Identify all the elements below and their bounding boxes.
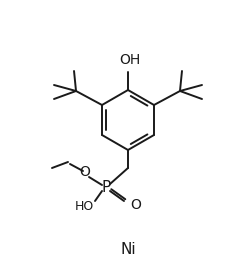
Text: HO: HO	[74, 200, 94, 214]
Text: Ni: Ni	[120, 243, 136, 258]
Text: O: O	[130, 198, 141, 212]
Text: P: P	[102, 181, 110, 195]
Text: O: O	[80, 165, 90, 179]
Text: OH: OH	[120, 53, 141, 67]
